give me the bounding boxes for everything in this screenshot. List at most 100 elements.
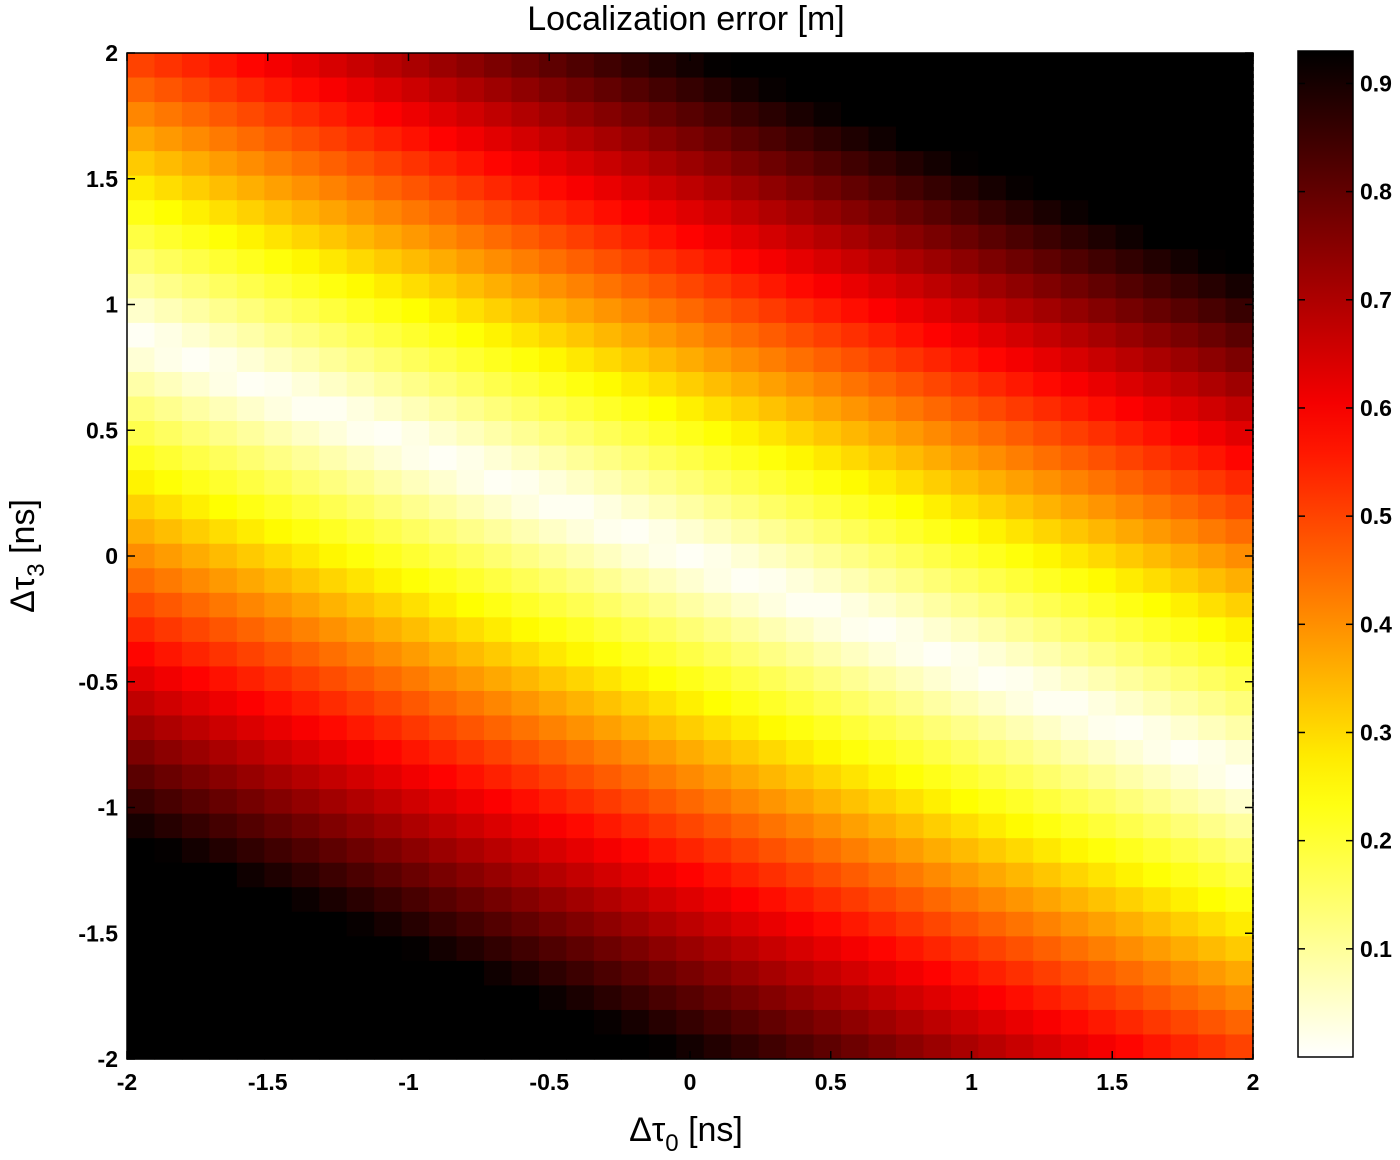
heatmap-cell — [731, 887, 760, 913]
heatmap-cell — [1115, 102, 1144, 128]
heatmap-cell — [1005, 249, 1034, 275]
heatmap-cell — [511, 224, 540, 250]
heatmap-cell — [731, 53, 760, 79]
heatmap-cell — [1033, 666, 1062, 692]
heatmap-cell — [374, 298, 403, 324]
heatmap-cell — [978, 789, 1007, 815]
heatmap-cells — [127, 53, 1254, 1060]
heatmap-cell — [374, 151, 403, 177]
heatmap-cell — [1115, 764, 1144, 790]
heatmap-cell — [181, 985, 210, 1011]
heatmap-cell — [181, 322, 210, 349]
heatmap-cell — [127, 568, 156, 594]
heatmap-cell — [593, 543, 622, 569]
heatmap-cell — [346, 568, 375, 594]
heatmap-cell — [868, 249, 897, 275]
heatmap-cell — [1005, 347, 1034, 373]
heatmap-cell — [1115, 126, 1144, 152]
heatmap-cell — [1143, 494, 1172, 520]
heatmap-cell — [1198, 298, 1227, 324]
heatmap-cell — [346, 224, 375, 250]
heatmap-cell — [1170, 77, 1199, 103]
heatmap-cell — [648, 543, 677, 569]
heatmap-cell — [1033, 249, 1062, 275]
heatmap-cell — [978, 813, 1007, 839]
heatmap-cell — [429, 347, 458, 373]
heatmap-cell — [456, 936, 485, 962]
heatmap-cell — [841, 764, 870, 790]
heatmap-cell — [154, 102, 183, 128]
heatmap-cell — [1115, 200, 1144, 226]
heatmap-cell — [127, 690, 156, 717]
heatmap-cell — [264, 1009, 293, 1036]
heatmap-cell — [1115, 445, 1144, 471]
heatmap-cell — [923, 175, 952, 201]
heatmap-cell — [566, 789, 595, 815]
heatmap-cell — [786, 568, 815, 594]
heatmap-cell — [374, 322, 403, 349]
heatmap-cell — [813, 494, 842, 520]
heatmap-cell — [1170, 813, 1199, 839]
heatmap-cell — [154, 1034, 183, 1060]
heatmap-cell — [291, 126, 320, 152]
heatmap-cell — [593, 298, 622, 324]
heatmap-cell — [484, 151, 513, 177]
heatmap-cell — [978, 396, 1007, 422]
heatmap-cell — [1005, 470, 1034, 496]
heatmap-cell — [1143, 936, 1172, 962]
heatmap-cell — [346, 445, 375, 471]
heatmap-cell — [1005, 151, 1034, 177]
heatmap-cell — [1088, 421, 1117, 447]
heatmap-cell — [1225, 813, 1254, 839]
heatmap-cell — [950, 1009, 979, 1036]
heatmap-cell — [841, 641, 870, 668]
heatmap-cell — [868, 298, 897, 324]
heatmap-cell — [703, 224, 732, 250]
heatmap-cell — [1115, 936, 1144, 962]
heatmap-cell — [676, 936, 705, 962]
heatmap-cell — [978, 592, 1007, 618]
heatmap-cell — [621, 200, 650, 226]
heatmap-cell — [511, 126, 540, 152]
heatmap-cell — [895, 666, 925, 692]
heatmap-cell — [676, 249, 705, 275]
heatmap-cell — [786, 396, 815, 422]
heatmap-cell — [1170, 960, 1199, 986]
heatmap-cell — [813, 617, 842, 643]
heatmap-cell — [209, 887, 238, 913]
heatmap-cell — [648, 519, 677, 545]
heatmap-cell — [538, 1009, 568, 1036]
heatmap-cell — [1170, 543, 1199, 569]
heatmap-cell — [154, 960, 183, 986]
heatmap-cell — [1143, 592, 1172, 618]
heatmap-cell — [593, 494, 622, 520]
heatmap-cell — [291, 543, 320, 569]
heatmap-cell — [511, 1034, 540, 1060]
heatmap-cell — [1060, 53, 1089, 79]
heatmap-cell — [950, 200, 979, 226]
heatmap-cell — [456, 224, 485, 250]
chart-title: Localization error [m] — [527, 0, 844, 38]
heatmap-cell — [813, 175, 842, 201]
heatmap-cell — [950, 53, 979, 79]
heatmap-cell — [1115, 543, 1144, 569]
heatmap-cell — [1033, 764, 1062, 790]
heatmap-cell — [950, 641, 979, 668]
heatmap-cell — [209, 519, 238, 545]
heatmap-cell — [1088, 224, 1117, 250]
heatmap-cell — [1198, 273, 1227, 299]
heatmap-cell — [264, 1034, 293, 1060]
heatmap-cell — [676, 519, 705, 545]
heatmap-cell — [868, 985, 897, 1011]
heatmap-cell — [1143, 617, 1172, 643]
heatmap-cell — [813, 396, 842, 422]
heatmap-cell — [181, 764, 210, 790]
heatmap-cell — [1060, 666, 1089, 692]
heatmap-cell — [181, 126, 210, 152]
heatmap-cell — [621, 102, 650, 128]
heatmap-cell — [813, 470, 842, 496]
heatmap-cell — [1225, 470, 1254, 496]
heatmap-cell — [181, 1034, 210, 1060]
heatmap-cell — [676, 592, 705, 618]
heatmap-cell — [895, 322, 925, 349]
